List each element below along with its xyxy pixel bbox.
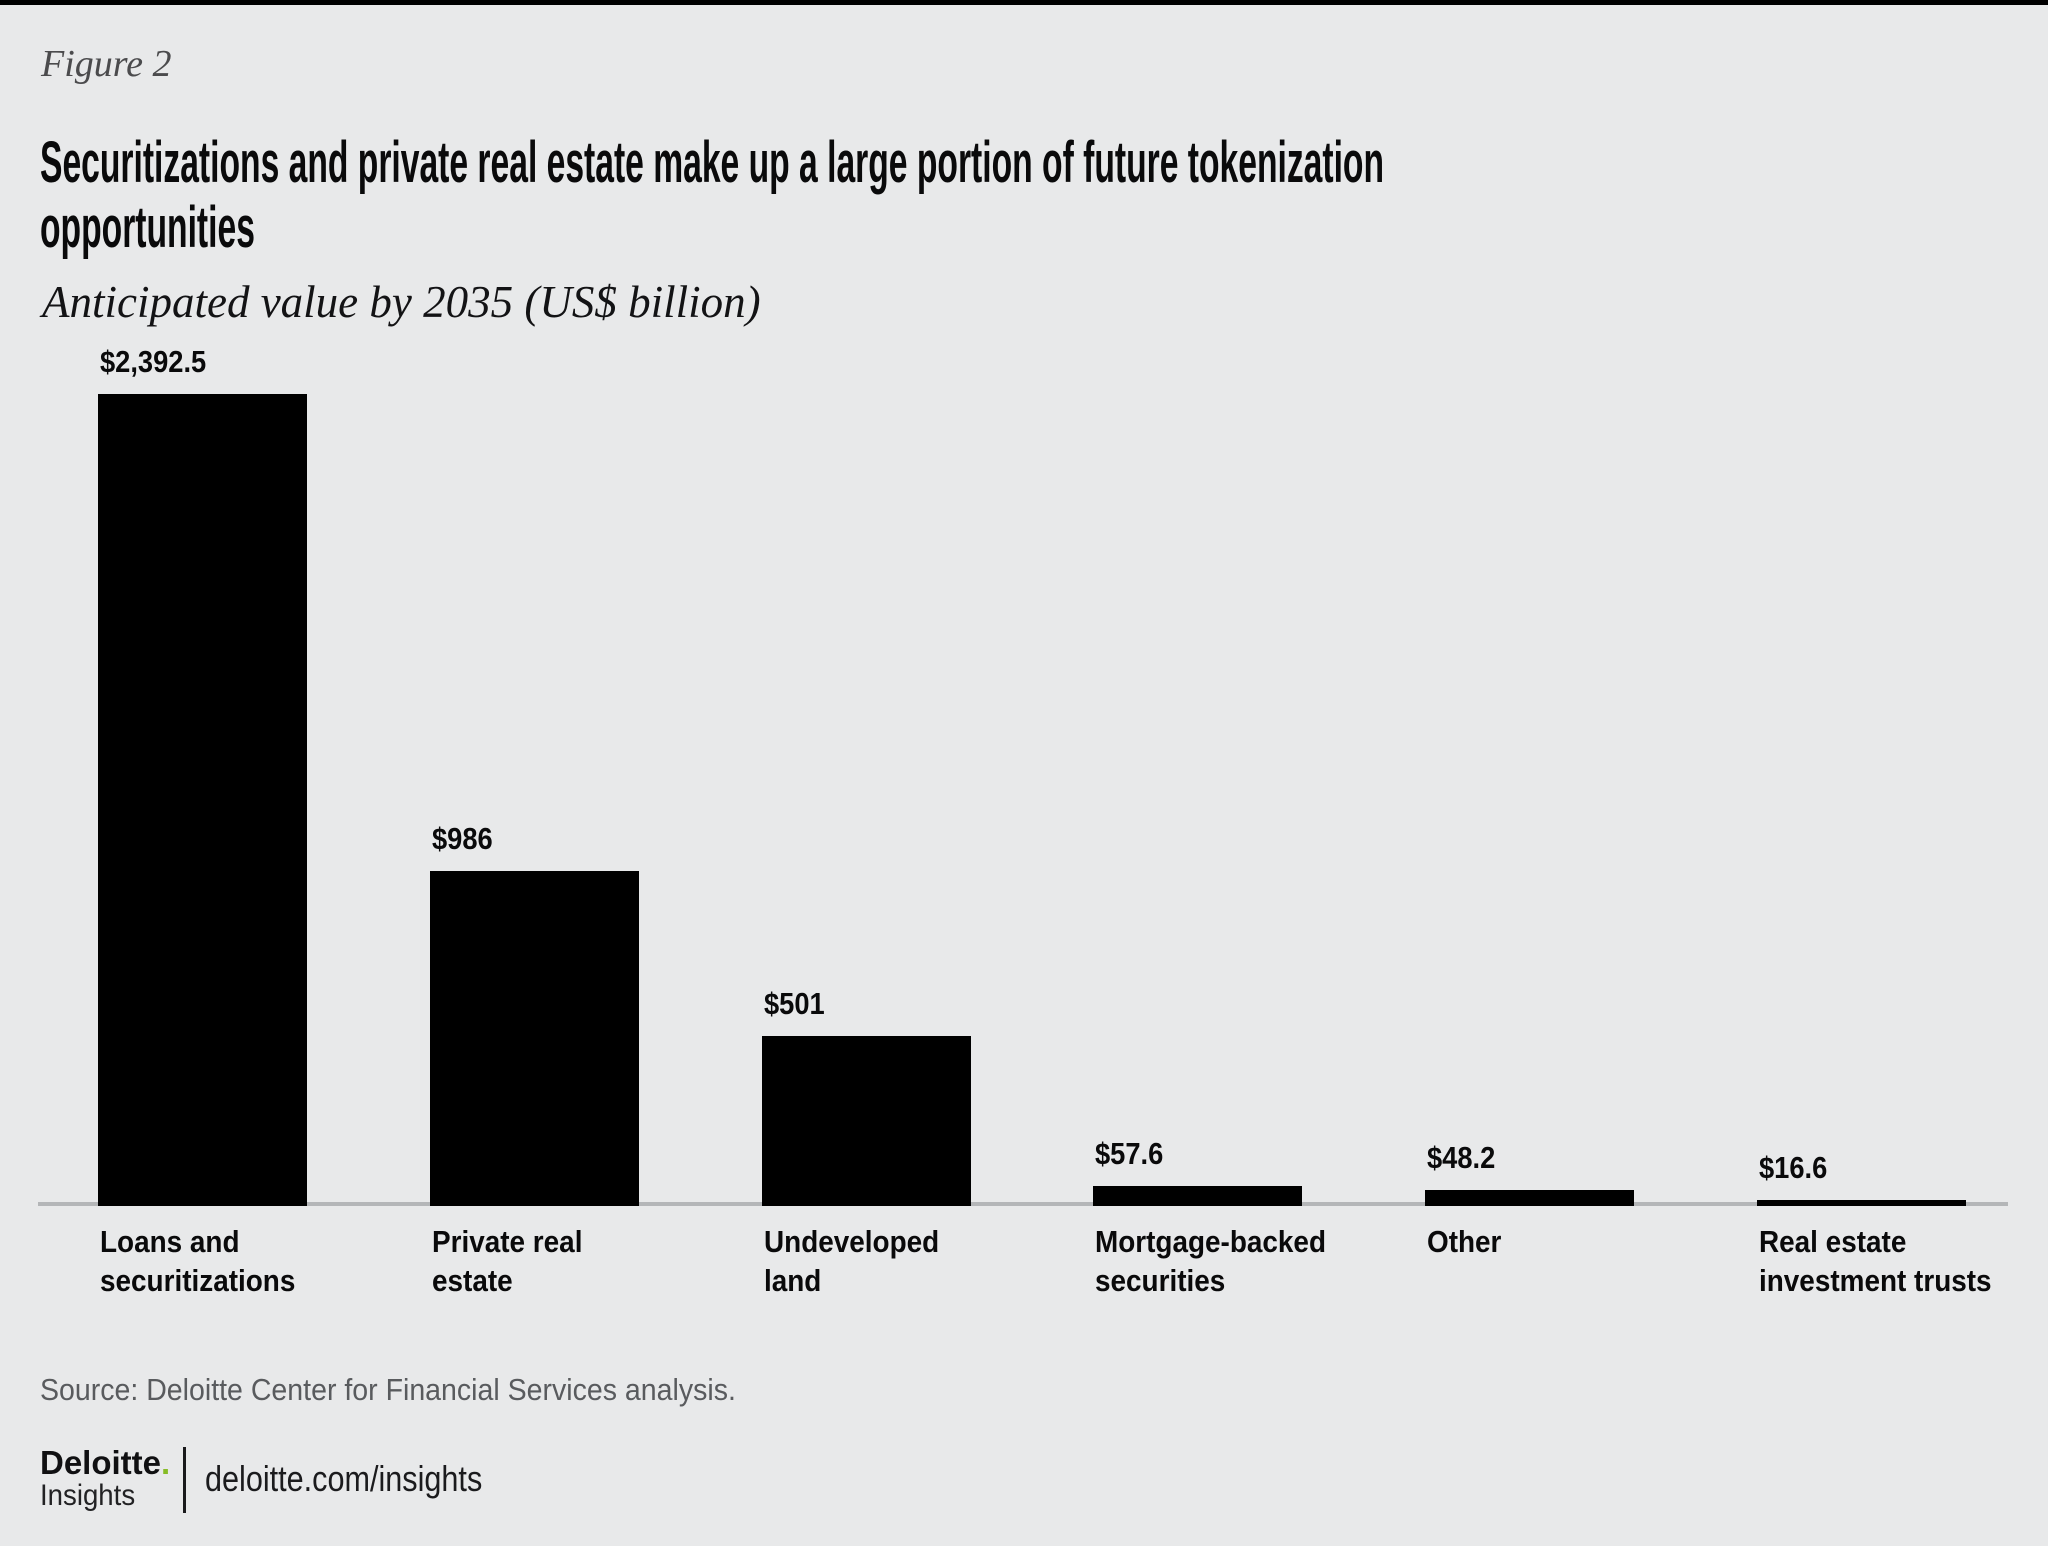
bar — [1425, 1190, 1634, 1206]
deloitte-insights-logo: Deloitte. Insights — [40, 1446, 170, 1511]
bar — [1757, 1200, 1966, 1206]
category-label: Other — [1427, 1222, 1501, 1261]
category-label: Undeveloped land — [764, 1222, 939, 1300]
chart-subtitle: Anticipated value by 2035 (US$ billion) — [42, 277, 761, 327]
category-label: Loans and securitizations — [100, 1222, 295, 1300]
bar-group-private-real-estate: $986 Private real estate — [430, 0, 639, 1298]
category-label: Mortgage-backed securities — [1095, 1222, 1326, 1300]
bar-group-real-estate-investment-trusts: $16.6 Real estate investment trusts — [1757, 0, 1992, 1298]
category-label-line: land — [764, 1263, 822, 1298]
source-note: Source: Deloitte Center for Financial Se… — [40, 1372, 736, 1407]
deloitte-wordmark: Deloitte. — [40, 1446, 170, 1479]
category-label: Private real estate — [432, 1222, 582, 1300]
deloitte-green-dot: . — [161, 1444, 171, 1481]
bar-group-loans-and-securitizations: $2,392.5 Loans and securitizations — [98, 0, 307, 1298]
category-label-line: Other — [1427, 1224, 1502, 1259]
category-label-line: investment trusts — [1759, 1263, 1992, 1298]
value-label: $501 — [764, 986, 825, 1021]
x-axis-line — [38, 1202, 2008, 1206]
category-label-line: Loans and — [100, 1224, 240, 1259]
bar-group-undeveloped-land: $501 Undeveloped land — [762, 0, 971, 1298]
category-label-line: Undeveloped — [764, 1224, 940, 1259]
category-label-line: securitizations — [100, 1263, 296, 1298]
bar-group-mortgage-backed-securities: $57.6 Mortgage-backed securities — [1093, 0, 1326, 1298]
deloitte-site-link: deloitte.com/insights — [205, 1458, 483, 1499]
chart-title: Securitizations and private real estate … — [40, 130, 1385, 260]
bar — [762, 1036, 971, 1206]
bar — [430, 871, 639, 1206]
category-label-line: Mortgage-backed — [1095, 1224, 1327, 1259]
value-label: $986 — [432, 821, 493, 856]
deloitte-wordmark-text: Deloitte — [40, 1444, 162, 1481]
bar — [98, 394, 307, 1206]
figure-label: Figure 2 — [41, 43, 172, 85]
insights-wordmark: Insights — [40, 1479, 136, 1512]
value-label: $48.2 — [1427, 1140, 1496, 1175]
bar — [1093, 1186, 1302, 1206]
value-label: $2,392.5 — [100, 344, 207, 379]
category-label-line: estate — [432, 1263, 513, 1298]
category-label-line: Real estate — [1759, 1224, 1907, 1259]
value-label: $57.6 — [1095, 1136, 1164, 1171]
category-label-line: securities — [1095, 1263, 1226, 1298]
footer-divider-line — [183, 1447, 186, 1513]
bar-group-other: $48.2 Other — [1425, 0, 1634, 1259]
top-accent-bar — [0, 0, 2048, 5]
category-label-line: Private real — [432, 1224, 583, 1259]
value-label: $16.6 — [1759, 1150, 1828, 1185]
category-label: Real estate investment trusts — [1759, 1222, 1992, 1300]
